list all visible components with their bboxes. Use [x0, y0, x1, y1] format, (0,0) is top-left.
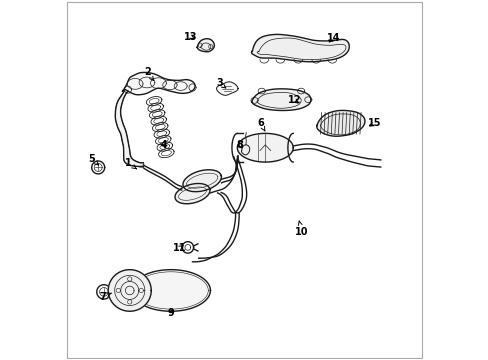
Text: 7: 7 — [99, 292, 111, 302]
Polygon shape — [241, 145, 249, 155]
Text: 11: 11 — [172, 243, 185, 253]
Text: 9: 9 — [167, 308, 174, 318]
Text: 4: 4 — [160, 140, 167, 150]
Polygon shape — [122, 72, 195, 95]
Polygon shape — [216, 82, 238, 95]
Text: 15: 15 — [367, 118, 380, 128]
Polygon shape — [108, 270, 151, 311]
Polygon shape — [115, 91, 143, 167]
Text: 2: 2 — [144, 67, 153, 81]
Polygon shape — [131, 270, 210, 311]
Text: 13: 13 — [183, 32, 197, 41]
Text: 3: 3 — [216, 78, 225, 88]
Polygon shape — [251, 89, 310, 111]
Text: 5: 5 — [88, 154, 99, 165]
Polygon shape — [197, 39, 214, 52]
Polygon shape — [183, 170, 221, 192]
Text: 12: 12 — [287, 95, 301, 105]
Text: 14: 14 — [326, 33, 340, 43]
Text: 8: 8 — [236, 140, 243, 150]
Polygon shape — [316, 111, 364, 136]
Text: 1: 1 — [124, 158, 136, 169]
Polygon shape — [175, 184, 209, 204]
Text: 6: 6 — [257, 118, 264, 131]
Text: 10: 10 — [295, 221, 308, 237]
Polygon shape — [237, 134, 293, 162]
Polygon shape — [251, 35, 348, 62]
